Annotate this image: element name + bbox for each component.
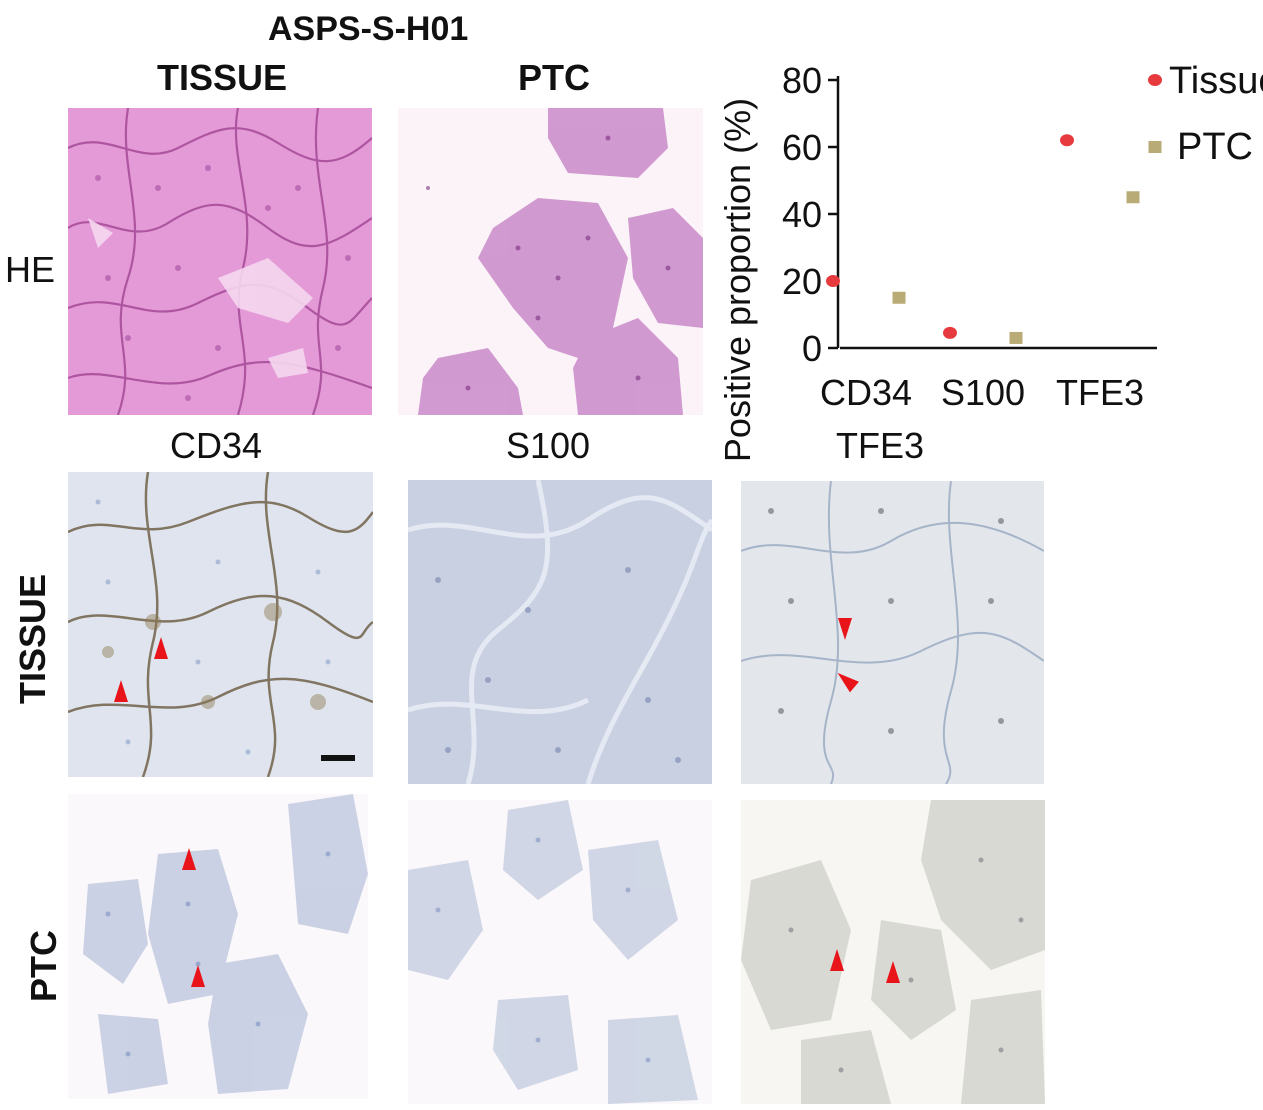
y-tick-label: 0 (802, 328, 822, 369)
arrowhead-marker (830, 949, 844, 971)
row-label-he: HE (5, 249, 56, 290)
arrowhead-marker (154, 637, 168, 659)
data-point-tissue (943, 326, 957, 339)
chart-svg: 0 20 40 60 80 CD34 S100 TFE3 Positive proportion… (717, 60, 1263, 460)
y-tick-label: 20 (782, 261, 822, 302)
legend-label-ptc: PTC (1177, 126, 1253, 168)
y-tick-label: 40 (782, 194, 822, 235)
tfe3-ptc-image (741, 800, 1045, 1104)
y-tick-label: 80 (782, 60, 822, 101)
tfe3-tissue-image (741, 481, 1044, 784)
row-label-tissue: TISSUE (12, 573, 54, 705)
data-point-tissue (826, 275, 840, 287)
legend-marker-ptc (1148, 141, 1162, 153)
stain-label-cd34: CD34 (170, 425, 263, 466)
y-tick-label: 60 (782, 127, 822, 168)
data-point-ptc (892, 291, 906, 304)
he-tissue-image (68, 108, 372, 415)
arrowhead-marker (191, 965, 205, 987)
figure-title: ASPS-S-H01 (268, 10, 469, 48)
data-point-ptc (1009, 331, 1023, 344)
legend-marker-tissue (1148, 74, 1162, 86)
data-point-tissue (1060, 134, 1074, 147)
arrowhead-marker (838, 618, 852, 640)
positive-proportion-chart: 0 20 40 60 80 CD34 S100 TFE3 Positive proportion… (700, 50, 1263, 460)
col-header-ptc: PTC (518, 57, 590, 98)
x-tick-label: TFE3 (1056, 372, 1144, 413)
stain-label-tfe3: TFE3 (836, 425, 925, 466)
row-label-ptc: PTC (23, 930, 64, 1002)
legend-label-tissue: Tissue (1169, 60, 1263, 102)
s100-ptc-image (408, 800, 712, 1104)
x-tick-label: CD34 (820, 372, 912, 413)
arrowhead-marker (182, 848, 196, 870)
col-header-tissue: TISSUE (157, 57, 288, 98)
cd34-ptc-image (68, 794, 368, 1099)
stain-label-s100: S100 (506, 425, 591, 466)
y-axis-label: Positive proportion (%) (717, 98, 758, 460)
data-point-ptc (1126, 191, 1140, 204)
arrowhead-marker (886, 961, 900, 983)
scale-bar (321, 755, 355, 761)
cd34-tissue-image (68, 472, 373, 777)
x-tick-label: S100 (941, 372, 1025, 413)
arrowhead-marker (114, 680, 128, 702)
he-ptc-image (398, 108, 703, 415)
s100-tissue-image (408, 480, 712, 784)
